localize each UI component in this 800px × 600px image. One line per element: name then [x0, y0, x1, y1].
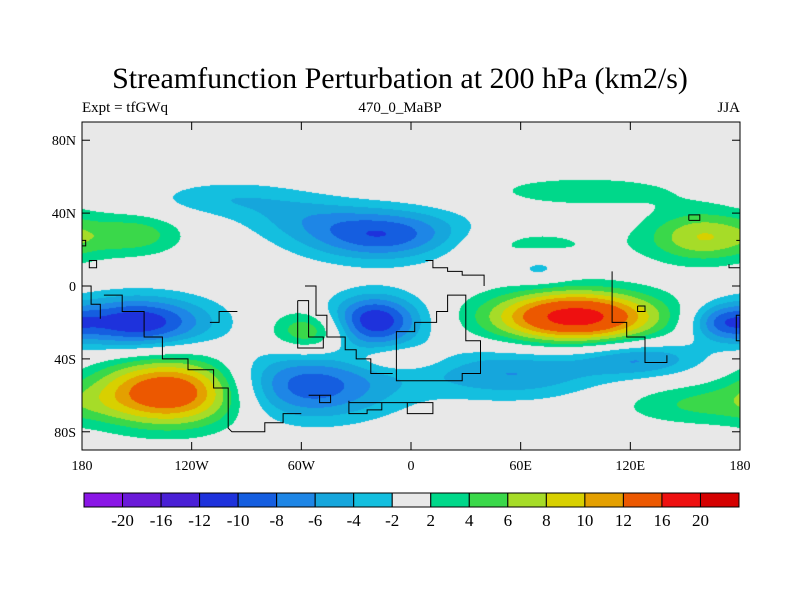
colorbar-label: -8: [270, 511, 284, 530]
coastline-segment: [688, 214, 701, 221]
chart-subtitle-center: 470_0_MaBP: [358, 100, 442, 116]
coastline-segment: [88, 260, 98, 269]
coastline-segment: [637, 305, 646, 312]
colorbar-label: 6: [504, 511, 513, 530]
x-tick-label: 120W: [175, 459, 210, 474]
colorbar-label: 2: [427, 511, 436, 530]
coastlines: [82, 214, 740, 433]
coastline-segment: [735, 314, 740, 342]
colorbar-label: -12: [188, 511, 211, 530]
y-tick-label: 80N: [52, 134, 76, 149]
contour-field: [82, 122, 740, 450]
colorbar-box: [83, 492, 124, 508]
coastline-segment: [297, 300, 324, 349]
coastline-segment: [348, 400, 434, 415]
coastline-segment: [103, 294, 302, 433]
x-tick-label: 180: [72, 459, 93, 474]
coastline-segment: [209, 311, 238, 323]
y-tick-label: 40S: [54, 353, 76, 368]
colorbar-box: [545, 492, 586, 508]
coastline-segment: [305, 285, 393, 374]
colorbar-label: -16: [150, 511, 173, 530]
colorbar-label: -2: [385, 511, 399, 530]
y-tick-label: 0: [69, 280, 76, 295]
x-tick-label: 60W: [288, 459, 316, 474]
y-tick-label: 80S: [54, 426, 76, 441]
colorbar-box: [160, 492, 201, 508]
chart-subtitle-right: JJA: [717, 100, 740, 116]
colorbar-box: [276, 492, 316, 508]
colorbar-box: [314, 492, 355, 508]
colorbar-box: [237, 492, 278, 508]
colorbar-label: 8: [542, 511, 551, 530]
coastline-segment: [728, 264, 740, 269]
colorbar-box: [430, 492, 470, 508]
coastline-segment: [395, 294, 481, 382]
colorbar-label: 4: [465, 511, 474, 530]
x-tick-label: 120E: [616, 459, 646, 474]
coastline-segment: [82, 239, 87, 247]
colorbar-box: [468, 492, 509, 508]
colorbar-label: 10: [576, 511, 593, 530]
colorbar-box: [699, 492, 740, 508]
colorbar-label: -4: [347, 511, 362, 530]
x-tick-label: 0: [408, 459, 415, 474]
colorbar-box: [353, 492, 393, 508]
x-tick-label: 60E: [509, 459, 532, 474]
y-tick-label: 40N: [52, 207, 76, 222]
colorbar-label: -20: [111, 511, 134, 530]
colorbar-label: -10: [227, 511, 250, 530]
colorbar-label: 12: [615, 511, 632, 530]
colorbar-box: [661, 492, 701, 508]
chart-title: Streamfunction Perturbation at 200 hPa (…: [112, 62, 688, 95]
colorbar-label: 20: [692, 511, 709, 530]
colorbar-box: [391, 492, 432, 508]
colorbar-box: [584, 492, 624, 508]
colorbar-label: 16: [653, 511, 670, 530]
colorbar-box: [507, 492, 547, 508]
chart-subtitle-left: Expt = tfGWq: [82, 100, 168, 116]
colorbar-box: [122, 492, 162, 508]
colorbar: -20 -16 -12 -10 -8 -6 -4 -2 2 4 6 8 10 12 16 20: [83, 492, 740, 530]
coastline-segment: [425, 260, 485, 286]
colorbar-label: -6: [308, 511, 322, 530]
x-tick-label: 180: [730, 459, 751, 474]
colorbar-box: [199, 492, 239, 508]
coastline-segment: [308, 394, 332, 404]
coastline-segment: [611, 271, 668, 363]
colorbar-box: [622, 492, 663, 508]
